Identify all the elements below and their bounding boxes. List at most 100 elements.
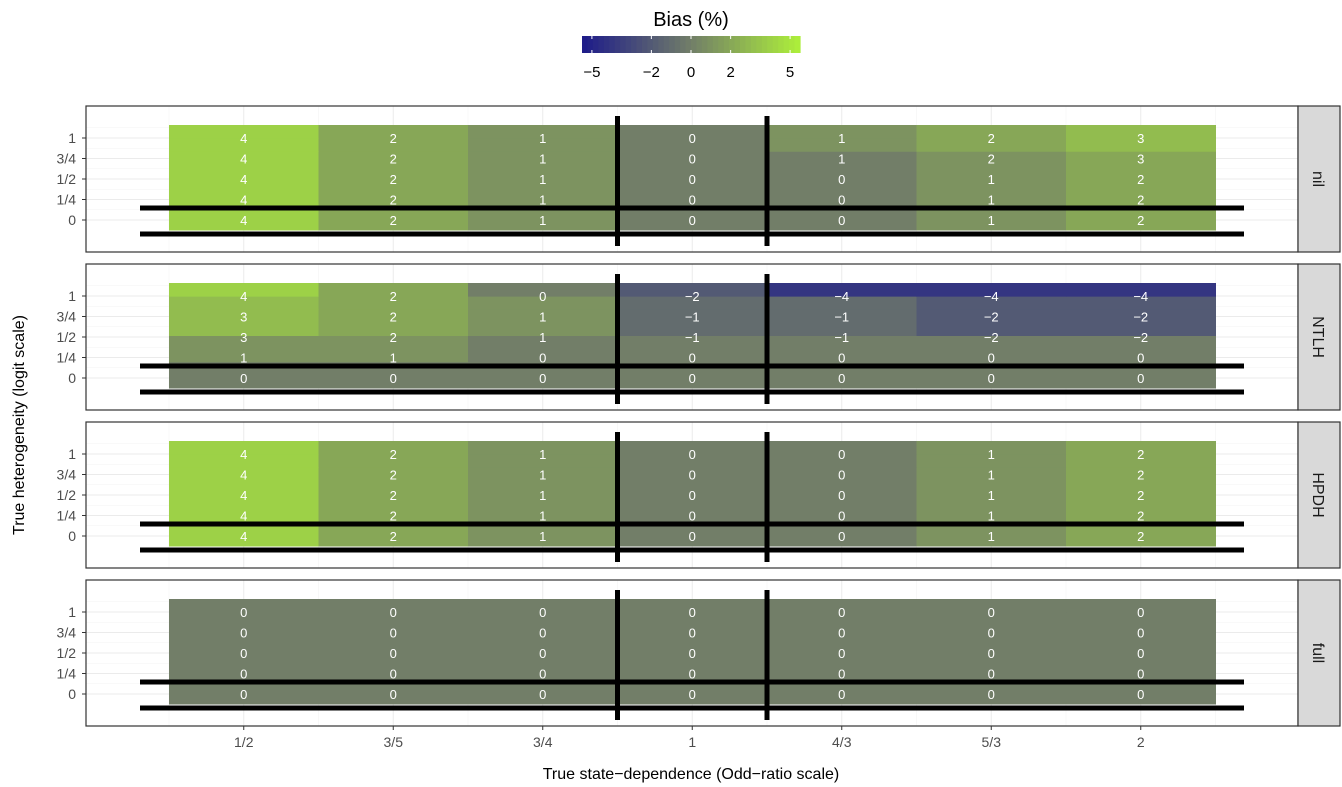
legend-color-step [718,36,725,53]
cell-label: 2 [1137,509,1144,524]
heat-tile [1066,335,1216,363]
heat-tile [169,454,319,468]
y-tick-label: 1/2 [57,329,77,345]
facet-strip [1297,105,1341,253]
cell-label: 1 [539,488,546,503]
heat-tile [767,296,917,310]
heat-tile [318,177,469,205]
cell-label: 1 [988,488,995,503]
facet-strip-label: HPDH [1309,472,1326,517]
cell-label: 1 [838,131,845,146]
cell-label: 3 [240,310,247,325]
y-tick-label: 3/4 [57,467,77,483]
heat-tile [468,177,618,205]
cell-label: 1 [539,529,546,544]
heat-tile [468,296,618,310]
panel-ntlh: 0 0 0 0 0 0 0 1 1 0 0 0 0 0 3 2 1 −1 −1 −2 −2 3 2 1 −1 −1 −2 −2 4 2 0 −… [57,263,1341,411]
legend-tick-label: 2 [726,64,734,81]
heat-tile [617,493,768,521]
cell-label: 4 [240,193,247,208]
cell-label: 0 [689,213,696,228]
cell-label: 0 [838,687,845,702]
cell-label: 0 [838,667,845,682]
cell-label: −2 [984,310,999,325]
cell-label: 2 [1137,529,1144,544]
heat-tile [916,651,1067,679]
cell-label: 0 [838,172,845,187]
legend-color-step [696,36,703,53]
cell-label: 4 [240,529,247,544]
legend-color-step [587,36,594,53]
cell-label: 1 [240,351,247,366]
cell-label: 0 [1137,605,1144,620]
panel-hpdh: 4 2 1 0 0 1 2 4 2 1 0 0 1 2 4 2 1 0 0 1 2 4 2 1 0 0 1 2 4 2 1 0 0 1 2 0 1/4 1… [57,421,1341,569]
heat-tile [767,283,917,297]
cell-label: 3 [240,330,247,345]
heat-tile [767,625,917,652]
cell-label: 2 [390,468,397,483]
cell-label: −1 [685,310,700,325]
cell-label: 0 [1137,351,1144,366]
legend-color-step [603,36,610,53]
heat-tile [916,467,1067,494]
y-tick-label: 1/4 [57,350,77,366]
cell-label: 0 [539,687,546,702]
x-tick-label: 3/5 [384,734,404,750]
x-tick-label: 1/2 [234,734,254,750]
cell-label: 2 [390,488,397,503]
heat-tile [767,612,917,626]
cell-label: 2 [390,529,397,544]
heat-tile [468,651,618,679]
y-tick-label: 1/2 [57,645,77,661]
heat-tile [1066,625,1216,652]
cell-label: −1 [834,330,849,345]
heat-tile [617,151,768,178]
heat-tile [767,441,917,455]
heat-tile [169,467,319,494]
legend-color-step [767,36,774,53]
cell-label: 3 [1137,152,1144,167]
heat-tile [468,138,618,152]
cell-label: 4 [240,172,247,187]
heat-tile [767,125,917,139]
cell-label: 0 [689,605,696,620]
heat-tile [318,612,469,626]
cell-label: 0 [689,193,696,208]
legend-color-step [778,36,785,53]
heat-tile [318,296,469,310]
cell-label: 0 [539,626,546,641]
cell-label: 0 [988,687,995,702]
legend: Bias (%) −5 −2 0 2 5 [582,9,801,81]
heat-tile [767,335,917,363]
legend-color-step [729,36,736,53]
legend-color-step [685,36,692,53]
heat-tile [916,283,1067,297]
heat-tile [916,125,1067,139]
cell-label: −4 [834,289,849,304]
heat-tile [1066,493,1216,521]
cell-label: 4 [240,468,247,483]
cell-label: 0 [689,626,696,641]
panel-full: 0 0 0 0 0 0 0 0 0 0 0 0 0 0 0 0 0 0 0 0 0 0 0 0 0 0 0 0 0 0 0 0 0 0 0 0 1/4 1… [57,579,1341,727]
heat-tile [169,283,319,297]
cell-label: 0 [689,152,696,167]
cell-label: 3 [1137,131,1144,146]
legend-color-step [647,36,654,53]
heat-tile [617,454,768,468]
heat-tile [318,441,469,455]
legend-color-step [652,36,659,53]
cell-label: −1 [834,310,849,325]
cell-label: 0 [1137,687,1144,702]
cell-label: 0 [539,289,546,304]
cell-label: 2 [390,131,397,146]
heat-tile [617,296,768,310]
cell-label: 2 [988,131,995,146]
heat-tile [1066,467,1216,494]
cell-label: 0 [390,371,397,386]
y-tick-label: 0 [68,212,76,228]
heat-tile [318,335,469,363]
legend-color-step [712,36,719,53]
cell-label: 0 [838,605,845,620]
cell-label: 1 [539,152,546,167]
cell-label: 2 [1137,447,1144,462]
